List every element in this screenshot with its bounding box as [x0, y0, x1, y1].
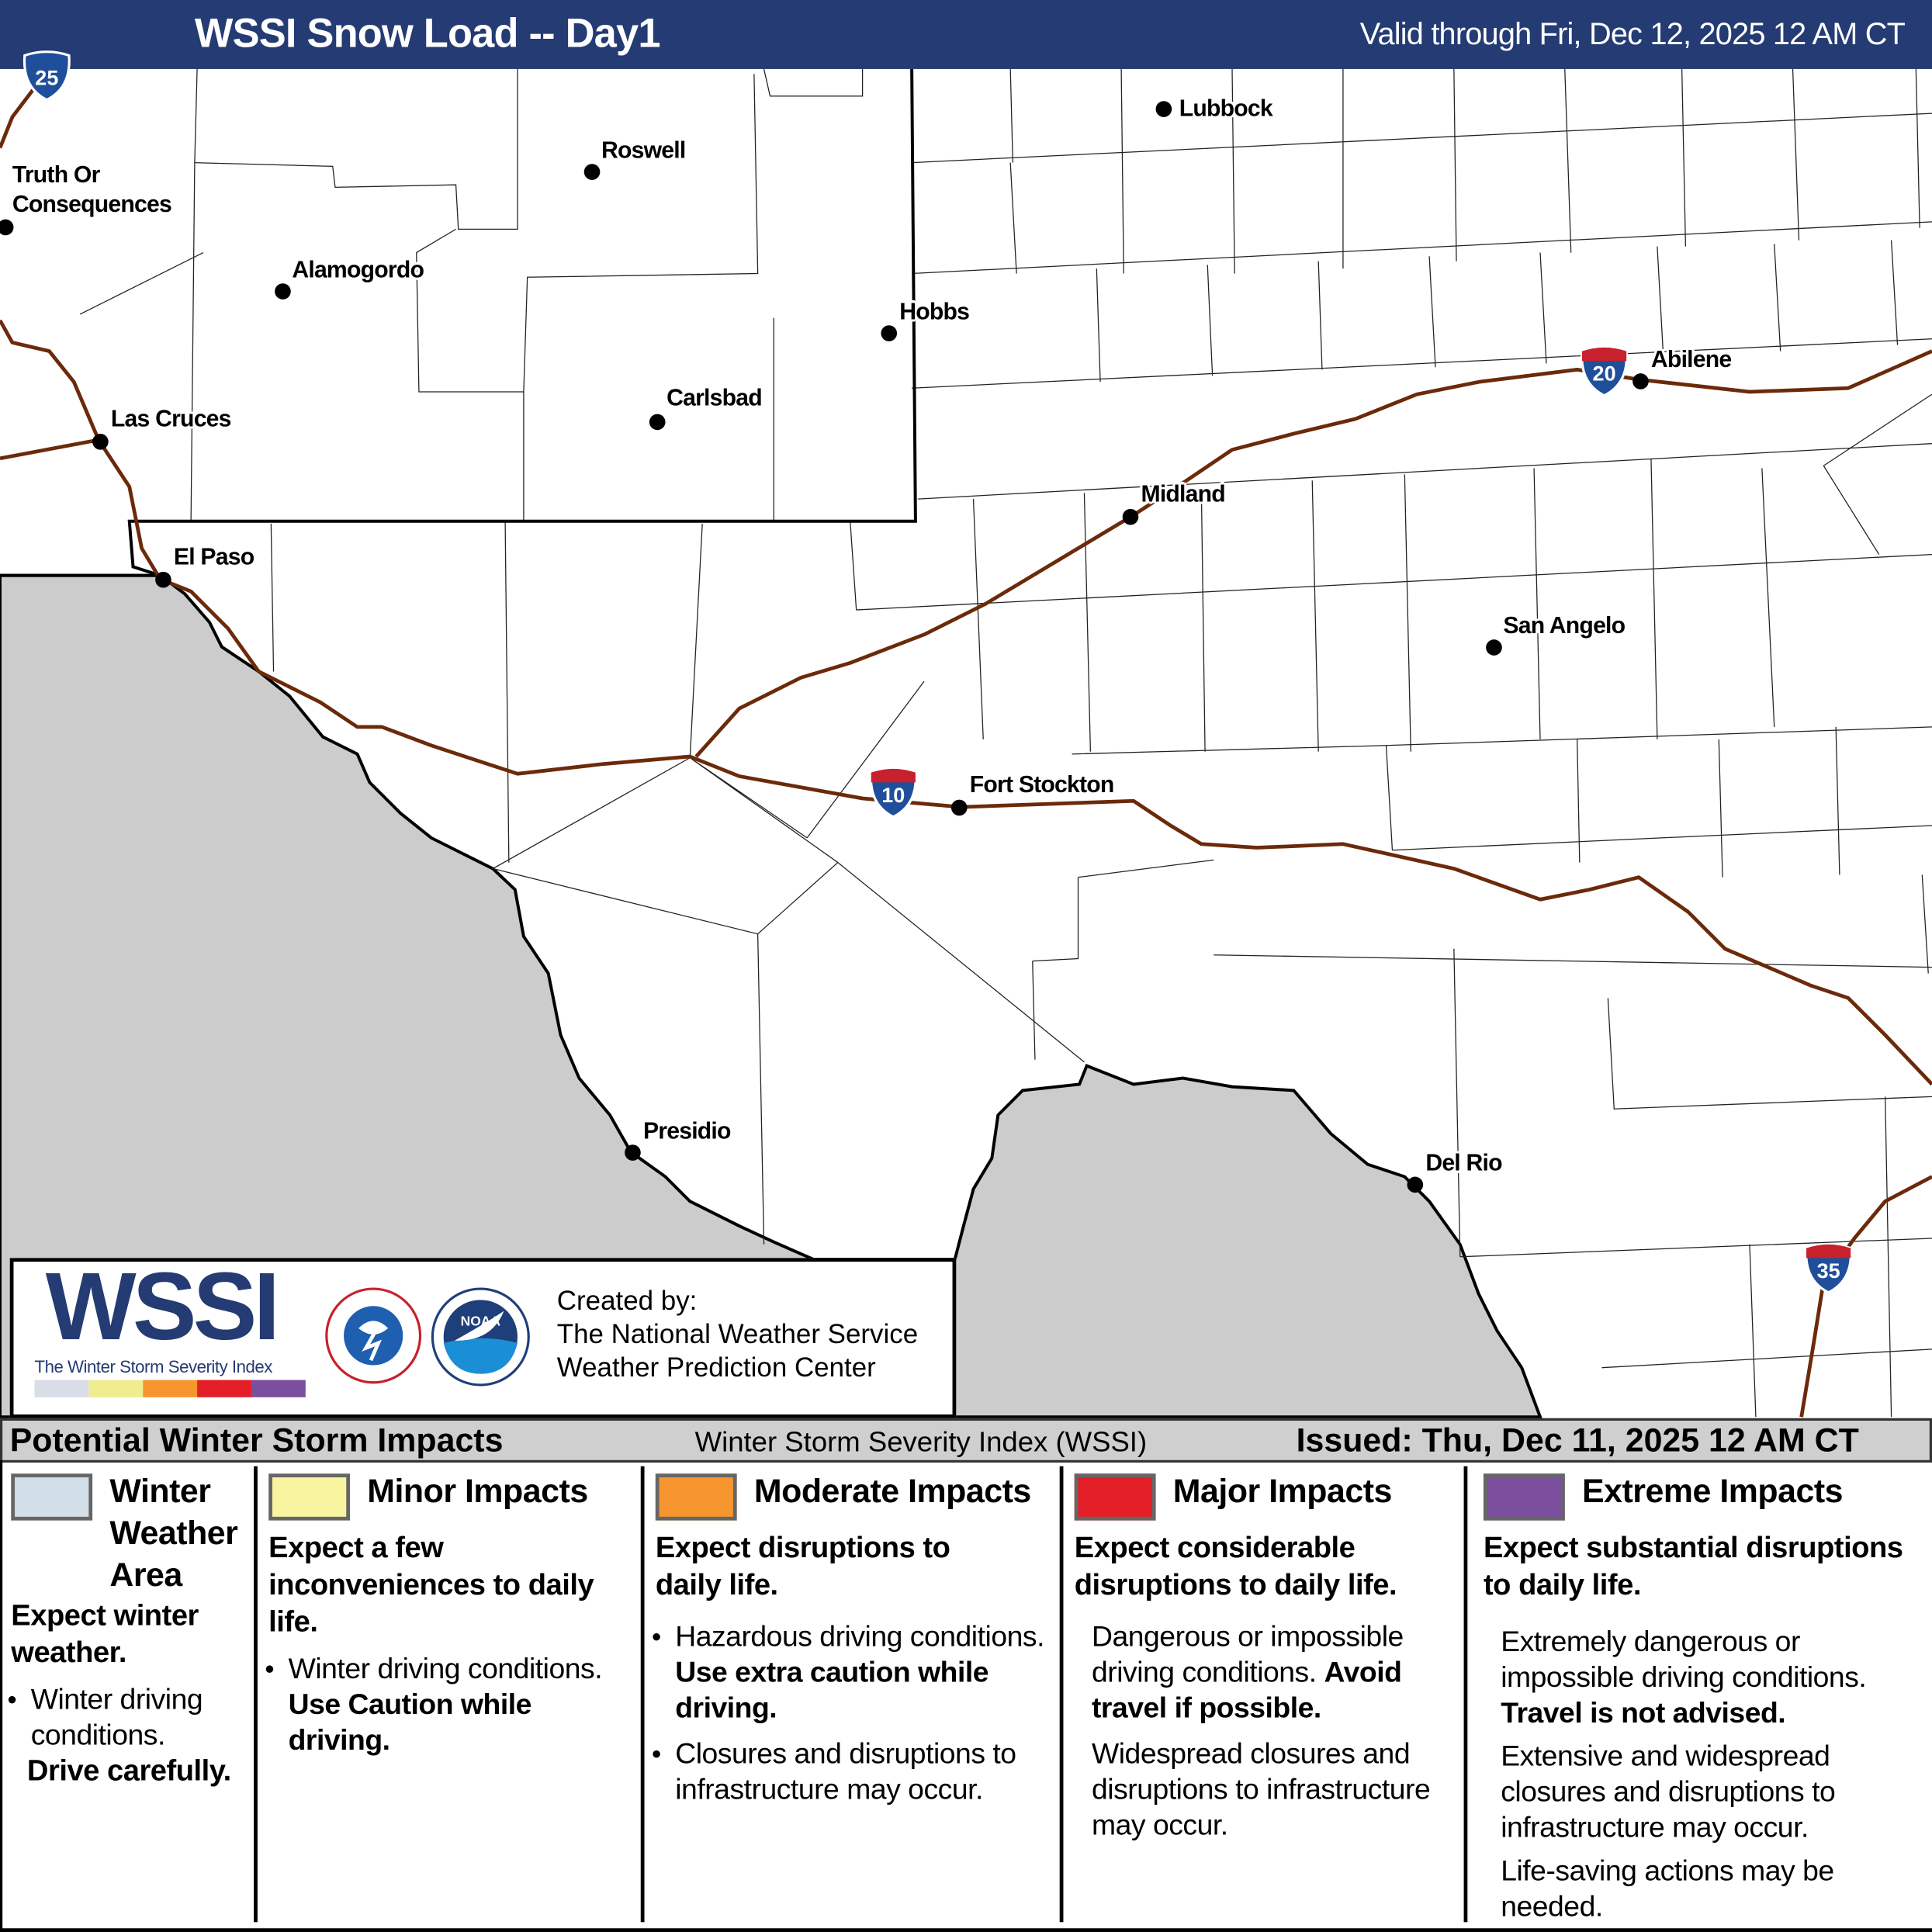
created-by: Created by: The National Weather Service…: [556, 1285, 919, 1383]
map-canvas: [0, 68, 1932, 1419]
bullet: •: [652, 1621, 661, 1653]
divider: [640, 1466, 645, 1923]
city-marker: [0, 219, 14, 236]
state-borders: [0, 68, 917, 577]
legend-title: Potential Winter Storm Impacts: [9, 1421, 504, 1459]
svg-text:NOAA: NOAA: [461, 1314, 501, 1329]
city-label: Presidio: [642, 1118, 732, 1145]
city-marker: [1407, 1176, 1424, 1193]
wssi-color-scale: [34, 1380, 306, 1397]
city-label: Alamogordo: [292, 257, 424, 284]
city-label: Truth Or Consequences: [12, 162, 172, 219]
city-label: Hobbs: [899, 299, 970, 326]
divider: [1059, 1466, 1064, 1923]
legend-extreme-impacts: Extreme Impacts Expect substantial disru…: [1483, 1472, 1903, 1923]
swatch-minor: [268, 1473, 350, 1521]
logo-box: WSSI The Winter Storm Severity Index NOA…: [9, 1252, 957, 1418]
interstate-10-route: [0, 438, 1932, 1086]
swatch-moderate: [655, 1473, 737, 1521]
city-marker: [649, 414, 666, 431]
city-label: San Angelo: [1503, 613, 1626, 640]
legend-moderate-impacts: Moderate Impacts Expect disruptions to d…: [652, 1472, 1044, 1806]
divider: [254, 1466, 258, 1923]
scale-swatch: [88, 1380, 144, 1397]
legend-title-bar: Potential Winter Storm Impacts Winter St…: [0, 1418, 1932, 1463]
legend-winter-weather-area: Winter Weather Area Expect winter weathe…: [7, 1472, 238, 1788]
city-label: Las Cruces: [110, 407, 232, 433]
swatch-extreme: [1483, 1473, 1565, 1521]
city-marker: [275, 283, 291, 299]
city-label: Carlsbad: [667, 386, 763, 412]
interstate-10-shield: 10: [869, 767, 919, 819]
noaa-logo-icon: NOAA: [431, 1287, 530, 1387]
city-marker: [92, 433, 109, 450]
bullet: •: [265, 1653, 275, 1684]
scale-swatch: [143, 1380, 198, 1397]
nws-logo-icon: [325, 1287, 422, 1384]
city-label: El Paso: [173, 544, 254, 571]
wssi-logo: WSSI: [45, 1252, 280, 1361]
valid-time: Valid through Fri, Dec 12, 2025 12 AM CT: [1359, 17, 1906, 52]
divider: [1463, 1466, 1468, 1923]
city-marker: [1155, 101, 1172, 117]
legend-panel: [0, 1459, 1932, 1932]
city-label: Midland: [1141, 481, 1225, 508]
city-label: Del Rio: [1425, 1151, 1502, 1177]
city-marker: [950, 799, 968, 816]
swatch-winter-weather: [11, 1473, 93, 1521]
interstate-35-route: [1799, 1175, 1932, 1418]
city-label: Abilene: [1650, 347, 1732, 374]
swatch-major: [1074, 1473, 1156, 1521]
map-title: WSSI Snow Load -- Day1: [194, 9, 661, 56]
legend-major-impacts: Major Impacts Expect considerable disrup…: [1074, 1472, 1431, 1841]
interstate-35-shield: 35: [1804, 1243, 1854, 1295]
legend-minor-impacts: Minor Impacts Expect a few inconvenience…: [265, 1472, 603, 1756]
wssi-subtitle: The Winter Storm Severity Index: [34, 1356, 272, 1376]
county-borders: [79, 68, 1932, 1418]
city-marker: [155, 571, 171, 588]
legend-index-name: Winter Storm Severity Index (WSSI): [694, 1425, 1148, 1458]
header-bar: WSSI Snow Load -- Day1 Valid through Fri…: [0, 0, 1932, 69]
interstate-20-shield: 20: [1580, 346, 1629, 398]
scale-swatch: [34, 1380, 89, 1397]
city-label: Fort Stockton: [969, 772, 1115, 799]
bullet: •: [652, 1738, 661, 1770]
city-marker: [1633, 373, 1649, 390]
bullet: •: [7, 1684, 17, 1716]
interstate-25-shield: 25: [23, 50, 72, 102]
city-label: Roswell: [601, 137, 686, 164]
city-marker: [583, 164, 601, 180]
city-label: Lubbock: [1179, 95, 1273, 123]
city-marker: [1122, 508, 1139, 525]
city-marker: [881, 325, 898, 341]
scale-swatch: [197, 1380, 251, 1397]
interstate-25-route: [0, 75, 162, 580]
city-marker: [1486, 639, 1502, 656]
scale-swatch: [251, 1380, 306, 1397]
city-marker: [625, 1144, 641, 1161]
issued-time: Issued: Thu, Dec 11, 2025 12 AM CT: [1296, 1421, 1859, 1459]
